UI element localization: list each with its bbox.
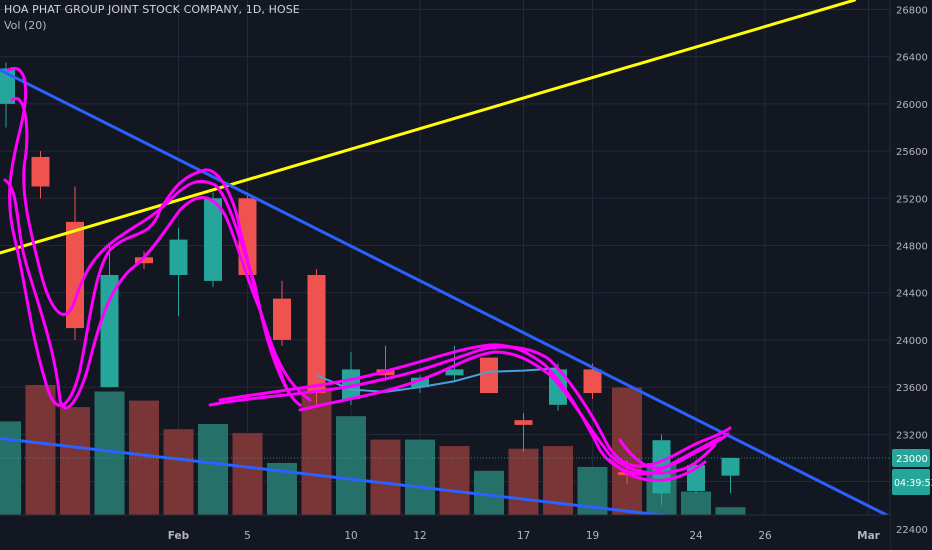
price-axis-background: [890, 0, 932, 550]
candle-body: [721, 457, 740, 476]
volume-bar: [439, 446, 470, 515]
countdown-tag: [892, 468, 930, 495]
freehand-stroke: [208, 345, 732, 468]
volume-bar: [681, 491, 711, 515]
candle-body: [135, 257, 153, 264]
price-tick-label: 24000: [896, 336, 928, 347]
moving-average-line: [316, 367, 559, 393]
time-tick-label: Mar: [857, 530, 881, 542]
candle-body: [307, 275, 326, 394]
candle-body: [273, 298, 291, 340]
freehand-stroke: [618, 432, 730, 470]
candle-body: [169, 239, 188, 275]
freehand-drawings: [3, 66, 732, 482]
trendline-yellow: [0, 0, 857, 255]
volume-bar: [198, 424, 228, 515]
time-tick-label: 17: [517, 530, 530, 542]
candle-body: [204, 198, 222, 281]
volume-bar: [405, 439, 435, 515]
price-tick-label: 24400: [896, 289, 928, 300]
candle-body: [480, 357, 498, 394]
volume-bar: [715, 507, 746, 515]
volume-bar: [370, 439, 401, 515]
candles: [0, 62, 740, 506]
volume-bar: [336, 416, 366, 515]
price-tick-label: 25600: [896, 147, 928, 158]
volume-bar: [0, 421, 21, 515]
time-tick-label: 24: [689, 530, 703, 542]
candle-body: [514, 420, 533, 425]
freehand-stroke: [218, 343, 722, 476]
candle-body: [238, 198, 257, 275]
volume-bar: [508, 448, 539, 515]
price-tick-label: 22400: [896, 525, 928, 536]
time-tick-label: 10: [344, 530, 357, 542]
price-tick-label: 23200: [896, 430, 928, 441]
volume-bar: [25, 385, 56, 515]
price-tick-label: 26800: [896, 5, 928, 16]
volume-bar: [232, 433, 263, 515]
price-tick-label: 23600: [896, 383, 928, 394]
time-axis: Feb5101217192426Mar4: [168, 530, 881, 542]
freehand-stroke: [298, 350, 717, 475]
time-tick-label: 5: [244, 530, 251, 542]
time-tick-label: 19: [586, 530, 599, 542]
candle-body: [31, 156, 50, 187]
candle-body: [0, 68, 15, 104]
trendline-blue-upper: [0, 68, 932, 540]
volume-indicator-label[interactable]: Vol (20): [4, 19, 47, 32]
price-tick-label: 25200: [896, 194, 928, 205]
chart-header: HOA PHAT GROUP JOINT STOCK COMPANY, 1D, …: [4, 3, 300, 32]
candle-body: [100, 275, 119, 388]
candle-body: [342, 369, 360, 399]
freehand-stroke: [3, 178, 312, 410]
chart-title: HOA PHAT GROUP JOINT STOCK COMPANY, 1D, …: [4, 3, 300, 16]
time-tick-label: 12: [413, 530, 426, 542]
price-tick-label: 26000: [896, 100, 928, 111]
candle-body: [445, 369, 464, 376]
volume-bar: [163, 429, 194, 515]
price-tick-label: 24800: [896, 241, 928, 252]
price-tick-label: 26400: [896, 53, 928, 64]
candle-body: [66, 221, 84, 329]
freehand-stroke: [10, 96, 292, 397]
time-axis-background: [0, 515, 890, 550]
candle-body: [411, 377, 429, 388]
current-price-tag: [892, 448, 930, 467]
countdown-label: 04:39:53: [894, 478, 932, 489]
freehand-stroke: [608, 458, 707, 482]
time-tick-label: Feb: [168, 530, 190, 542]
time-tick-label: 26: [758, 530, 772, 542]
volume-bar: [60, 407, 90, 515]
candle-body: [583, 369, 602, 394]
current-price-label: 23000: [896, 454, 928, 465]
